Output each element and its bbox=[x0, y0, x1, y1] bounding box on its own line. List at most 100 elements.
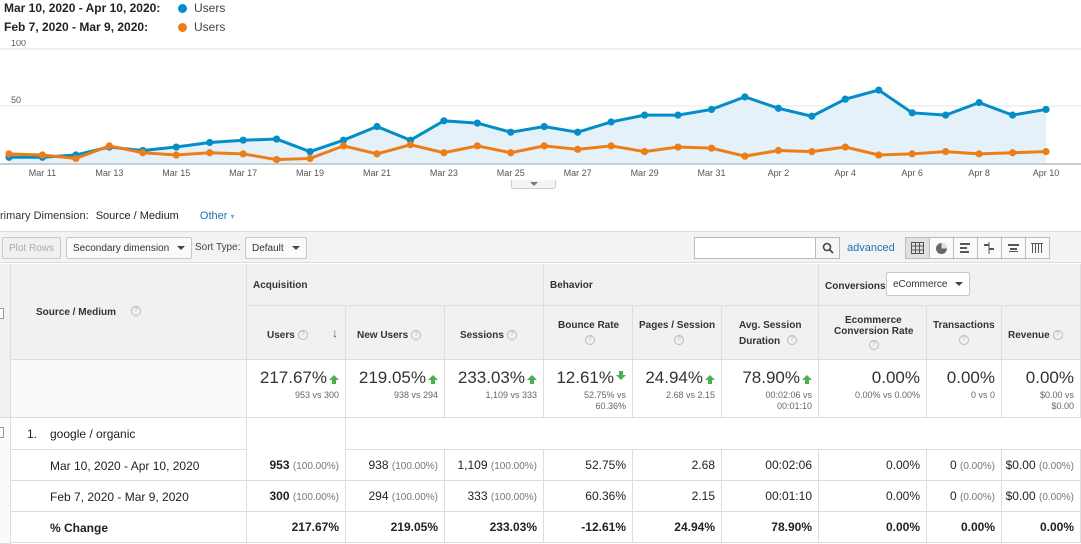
primary-dimension-value[interactable]: Source / Medium bbox=[95, 210, 179, 222]
transactions-column-header[interactable]: Transactions? bbox=[927, 306, 1002, 360]
sort-type-label: Sort Type: bbox=[195, 242, 241, 253]
help-icon: ? bbox=[297, 330, 308, 341]
date-range-current-row-ecr-cell: 0.00% bbox=[819, 450, 927, 481]
performance-view-icon[interactable] bbox=[953, 237, 978, 259]
sessions-total-cell: 233.03% 1,109 vs 333 bbox=[445, 360, 544, 418]
pie-view-icon[interactable] bbox=[929, 237, 954, 259]
date-range-current-row-users-cell: 953 (100.00%) bbox=[247, 450, 346, 481]
row-checkbox-column bbox=[0, 418, 11, 544]
table-view-icon[interactable] bbox=[905, 237, 930, 259]
other-dimension-link[interactable]: Other ▾ bbox=[199, 210, 235, 222]
x-tick-label: Apr 4 bbox=[835, 168, 857, 178]
data-point bbox=[239, 150, 247, 158]
conversions-group-header: Conversions eCommerce bbox=[819, 264, 1081, 306]
row-checkbox[interactable] bbox=[0, 427, 4, 438]
select-all-checkbox[interactable] bbox=[0, 308, 4, 319]
sort-arrow-down-icon: ↓ bbox=[332, 326, 338, 340]
sort-type-select[interactable]: Default bbox=[245, 237, 307, 259]
pages-session-total-cell: 24.94% 2.68 vs 2.15 bbox=[633, 360, 722, 418]
bounce-rate-column-header[interactable]: Bounce Rate? bbox=[544, 306, 633, 360]
series-line-1 bbox=[8, 143, 1047, 162]
help-icon: ? bbox=[959, 335, 969, 345]
date-range-previous-row-bounce-cell: 60.36% bbox=[544, 481, 633, 512]
chart-resize-handle[interactable] bbox=[511, 180, 556, 189]
conversion-type-select[interactable]: eCommerce bbox=[886, 272, 971, 296]
x-tick-label: Mar 21 bbox=[363, 168, 391, 178]
x-tick-label: Mar 29 bbox=[631, 168, 659, 178]
data-point bbox=[206, 138, 214, 147]
users-total-cell: 217.67% 953 vs 300 bbox=[247, 360, 346, 418]
data-point bbox=[5, 150, 13, 158]
help-icon: ? bbox=[787, 335, 797, 345]
legend-label: Users bbox=[194, 20, 226, 34]
pages-session-column-header[interactable]: Pages / Session? bbox=[633, 306, 722, 360]
date-range-previous-row-new-users-cell: 294 (100.00%) bbox=[346, 481, 445, 512]
data-point bbox=[574, 145, 582, 153]
date-range-previous-row-users-cell: 300 (100.00%) bbox=[247, 481, 346, 512]
table-toolbar: Plot Rows Secondary dimension Sort Type:… bbox=[0, 231, 1081, 263]
data-point bbox=[607, 142, 615, 150]
date-range-previous-row-sessions-cell: 333 (100.00%) bbox=[445, 481, 544, 512]
revenue-column-header[interactable]: Revenue? bbox=[1002, 306, 1081, 360]
users-column-header[interactable]: Users? ↓ bbox=[247, 306, 346, 360]
comparison-view-icon[interactable] bbox=[977, 237, 1002, 259]
row-google-organic[interactable]: 1. google / organic bbox=[11, 418, 247, 450]
percent-change-row-new-users-cell: 219.05% bbox=[346, 512, 445, 543]
data-point bbox=[841, 143, 849, 151]
x-tick-label: Mar 15 bbox=[162, 168, 190, 178]
source-medium-header[interactable]: Source / Medium? bbox=[11, 264, 247, 360]
date-range-current-row-avg-cell: 00:02:06 bbox=[722, 450, 819, 481]
x-tick-label: Apr 10 bbox=[1033, 168, 1060, 178]
data-point bbox=[239, 136, 247, 144]
secondary-dimension-select[interactable]: Secondary dimension bbox=[66, 237, 193, 259]
avg-session-duration-column-header[interactable]: Avg. Session Duration? bbox=[722, 306, 819, 360]
data-point bbox=[640, 148, 649, 156]
search-icon[interactable] bbox=[815, 238, 839, 258]
legend-previous: Feb 7, 2020 - Mar 9, 2020: Users bbox=[4, 19, 225, 35]
row-source-link[interactable]: google / organic bbox=[50, 427, 136, 441]
bounce-rate-total-cell: 12.61% 52.75% vs 60.36% bbox=[544, 360, 633, 418]
data-point bbox=[440, 149, 448, 157]
percent-change-row-label: % Change bbox=[11, 512, 247, 543]
advanced-filter-link[interactable]: advanced bbox=[847, 242, 895, 254]
users-line-chart[interactable]: 100 50 Mar 11 Mar 13 Mar 15 Mar 17 Mar 19 Mar 2… bbox=[0, 40, 1081, 190]
term-cloud-view-icon[interactable] bbox=[1001, 237, 1026, 259]
data-point bbox=[273, 155, 281, 164]
plot-rows-button[interactable]: Plot Rows bbox=[2, 237, 62, 259]
totals-label-cell bbox=[11, 360, 247, 418]
data-point bbox=[540, 142, 548, 150]
data-point bbox=[674, 143, 682, 151]
data-point bbox=[741, 152, 749, 160]
percent-change-row-avg-cell: 78.90% bbox=[722, 512, 819, 543]
pivot-view-icon[interactable] bbox=[1025, 237, 1050, 259]
primary-dimension-row: rimary Dimension: Source / Medium Other … bbox=[0, 210, 235, 224]
data-point bbox=[1042, 148, 1050, 156]
x-tick-label: Apr 8 bbox=[968, 168, 990, 178]
series-dot-icon bbox=[178, 3, 187, 13]
data-point bbox=[206, 149, 214, 157]
search-input[interactable] bbox=[694, 237, 840, 259]
sessions-column-header[interactable]: Sessions? bbox=[445, 306, 544, 360]
data-point bbox=[540, 122, 548, 131]
primary-dimension-label: rimary Dimension: bbox=[0, 210, 89, 222]
x-tick-label: Mar 13 bbox=[95, 168, 123, 178]
data-point bbox=[440, 117, 448, 125]
date-range-current-row-trans-cell: 0 (0.00%) bbox=[927, 450, 1002, 481]
data-point bbox=[707, 105, 716, 114]
date-range-current-row-new-users-cell: 938 (100.00%) bbox=[346, 450, 445, 481]
x-tick-label: Apr 6 bbox=[901, 168, 923, 178]
percent-change-row-bounce-cell: -12.61% bbox=[544, 512, 633, 543]
x-tick-label: Mar 19 bbox=[296, 168, 324, 178]
data-point bbox=[273, 135, 281, 143]
ecommerce-conversion-rate-column-header[interactable]: Ecommerce Conversion Rate? bbox=[819, 306, 927, 360]
date-range-current-row-sessions-cell: 1,109 (100.00%) bbox=[445, 450, 544, 481]
chevron-down-icon bbox=[291, 246, 300, 250]
data-point bbox=[306, 154, 314, 163]
date-range-previous-row-trans-cell: 0 (0.00%) bbox=[927, 481, 1002, 512]
percent-change-row-trans-cell: 0.00% bbox=[927, 512, 1002, 543]
date-range-previous-row-avg-cell: 00:01:10 bbox=[722, 481, 819, 512]
view-switcher bbox=[905, 237, 1050, 259]
x-tick-label: Mar 25 bbox=[497, 168, 525, 178]
new-users-column-header[interactable]: New Users? bbox=[346, 306, 445, 360]
data-point bbox=[373, 150, 381, 158]
